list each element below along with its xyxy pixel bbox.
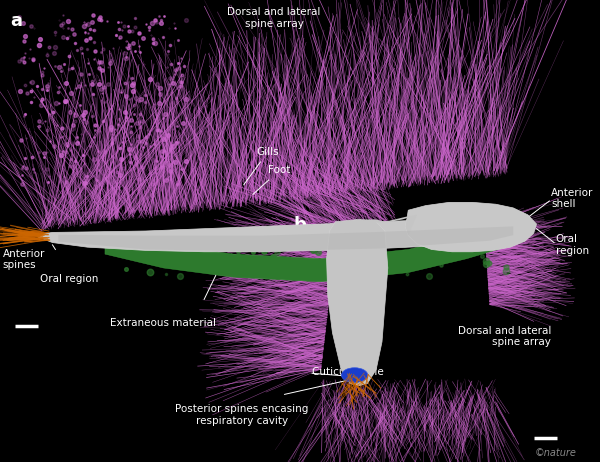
Text: Anterior
shell: Anterior shell (551, 188, 593, 209)
Text: Gills: Gills (244, 147, 279, 185)
Ellipse shape (341, 368, 368, 383)
Polygon shape (359, 215, 417, 236)
Polygon shape (38, 217, 513, 252)
Text: Oral
region: Oral region (556, 234, 589, 255)
Polygon shape (406, 202, 536, 252)
Text: Extraneous material: Extraneous material (110, 318, 216, 328)
Polygon shape (105, 222, 513, 282)
Text: a: a (10, 12, 22, 30)
Text: Posterior spines encasing
respiratory cavity: Posterior spines encasing respiratory ca… (175, 404, 309, 426)
Text: b: b (293, 216, 306, 234)
Text: Anterior
spines: Anterior spines (3, 249, 45, 270)
Text: Dorsal and lateral
spine array: Dorsal and lateral spine array (458, 326, 551, 347)
Text: Dorsal and lateral
spine array: Dorsal and lateral spine array (227, 7, 321, 29)
Text: ©nature: ©nature (535, 448, 576, 458)
Polygon shape (58, 226, 513, 251)
Text: Cuticular sole: Cuticular sole (312, 367, 384, 377)
Text: Oral region: Oral region (40, 274, 98, 284)
Polygon shape (326, 219, 388, 386)
Text: Foot: Foot (253, 165, 290, 195)
